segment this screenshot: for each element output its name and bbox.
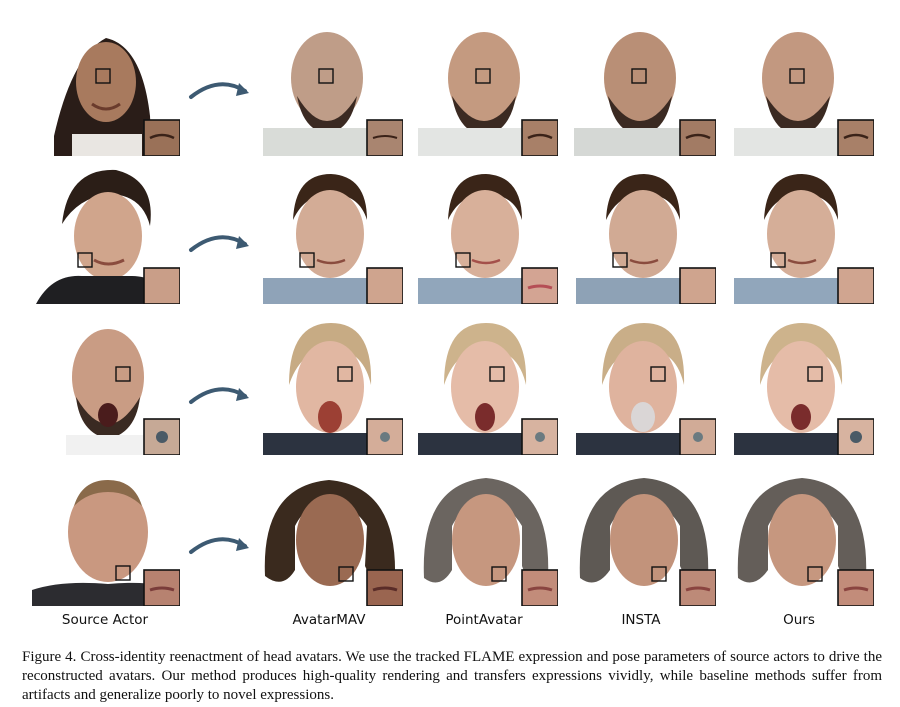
row2-pointavatar-image <box>410 164 558 304</box>
row2-avatarmav-image <box>255 164 403 304</box>
column-label-pointavatar: PointAvatar <box>445 612 523 628</box>
figure-number: Figure 4. <box>22 649 77 665</box>
row4-arrow-icon <box>189 537 249 554</box>
column-label-insta: INSTA <box>621 612 661 628</box>
row4-insta-image <box>568 466 716 606</box>
row4-source-actor-image <box>32 466 180 606</box>
row2-source-actor-image <box>32 164 180 304</box>
column-label-avatarmav: AvatarMAV <box>292 612 366 628</box>
row4-avatarmav-image <box>255 466 403 606</box>
row2-insta-image <box>568 164 716 304</box>
row1-source-actor-image <box>32 16 180 156</box>
column-label-ours: Ours <box>783 612 815 628</box>
row3-ours-image <box>726 315 874 455</box>
row3-pointavatar-image <box>410 315 558 455</box>
row1-ours-image <box>726 16 874 156</box>
row1-insta-image <box>568 16 716 156</box>
figure-caption: Figure 4. Cross-identity reenactment of … <box>22 648 882 705</box>
row3-source-actor-image <box>32 315 180 455</box>
row2-arrow-icon <box>189 235 249 252</box>
row4-pointavatar-image <box>410 466 558 606</box>
caption-text: Cross-identity reenactment of head avata… <box>22 649 883 703</box>
column-label-source-actor: Source Actor <box>61 612 149 628</box>
row1-arrow-icon <box>189 82 249 99</box>
row3-avatarmav-image <box>255 315 403 455</box>
row3-insta-image <box>568 315 716 455</box>
row3-arrow-icon <box>189 387 249 404</box>
row1-pointavatar-image <box>410 16 558 156</box>
row4-ours-image <box>726 466 874 606</box>
row1-avatarmav-image <box>255 16 403 156</box>
row2-ours-image <box>726 164 874 304</box>
